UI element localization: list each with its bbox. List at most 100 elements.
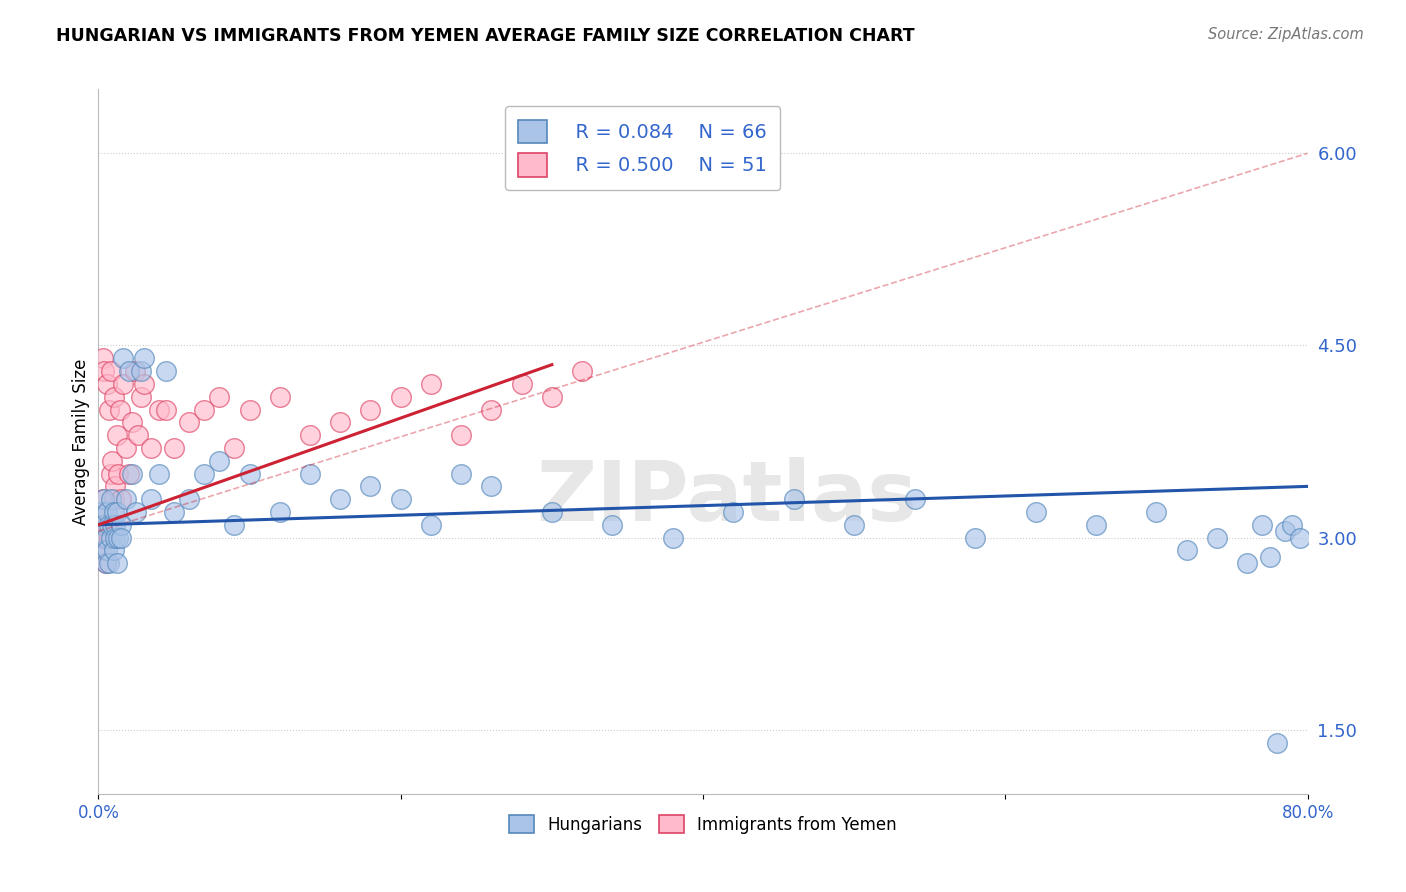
Point — [118, 364, 141, 378]
Point — [91, 517, 114, 532]
Point — [269, 390, 291, 404]
Point — [111, 351, 134, 366]
Point — [1258, 549, 1281, 564]
Point — [114, 492, 136, 507]
Point — [114, 441, 136, 455]
Point — [510, 376, 533, 391]
Point — [1289, 531, 1312, 545]
Point — [239, 402, 262, 417]
Point — [155, 402, 177, 417]
Point — [98, 402, 121, 417]
Point — [93, 543, 115, 558]
Point — [98, 517, 121, 532]
Point — [107, 467, 129, 481]
Point — [105, 556, 128, 570]
Point — [105, 428, 128, 442]
Point — [904, 492, 927, 507]
Point — [299, 428, 322, 442]
Point — [104, 517, 127, 532]
Point — [1281, 517, 1303, 532]
Point — [100, 467, 122, 481]
Point — [129, 390, 152, 404]
Point — [155, 364, 177, 378]
Point — [110, 531, 132, 545]
Point — [1274, 524, 1296, 539]
Point — [94, 531, 117, 545]
Point — [94, 556, 117, 570]
Point — [91, 492, 114, 507]
Point — [1085, 517, 1108, 532]
Point — [96, 543, 118, 558]
Legend: Hungarians, Immigrants from Yemen: Hungarians, Immigrants from Yemen — [501, 806, 905, 842]
Point — [103, 543, 125, 558]
Point — [100, 364, 122, 378]
Point — [125, 505, 148, 519]
Point — [224, 517, 246, 532]
Y-axis label: Average Family Size: Average Family Size — [72, 359, 90, 524]
Point — [110, 492, 132, 507]
Point — [94, 556, 117, 570]
Point — [783, 492, 806, 507]
Point — [132, 351, 155, 366]
Point — [127, 428, 149, 442]
Point — [107, 531, 129, 545]
Point — [1144, 505, 1167, 519]
Point — [105, 505, 128, 519]
Point — [299, 467, 322, 481]
Point — [100, 492, 122, 507]
Point — [121, 467, 143, 481]
Point — [96, 517, 118, 532]
Point — [571, 364, 593, 378]
Point — [179, 492, 201, 507]
Point — [110, 517, 132, 532]
Point — [93, 364, 115, 378]
Point — [91, 351, 114, 366]
Point — [1175, 543, 1198, 558]
Point — [602, 517, 624, 532]
Point — [141, 492, 163, 507]
Point — [101, 517, 124, 532]
Point — [103, 505, 125, 519]
Point — [389, 492, 412, 507]
Point — [101, 454, 124, 468]
Point — [239, 467, 262, 481]
Text: HUNGARIAN VS IMMIGRANTS FROM YEMEN AVERAGE FAMILY SIZE CORRELATION CHART: HUNGARIAN VS IMMIGRANTS FROM YEMEN AVERA… — [56, 27, 915, 45]
Point — [94, 505, 117, 519]
Point — [98, 556, 121, 570]
Point — [844, 517, 866, 532]
Point — [965, 531, 987, 545]
Point — [360, 479, 382, 493]
Point — [329, 415, 352, 429]
Point — [193, 467, 215, 481]
Point — [420, 376, 443, 391]
Point — [98, 531, 121, 545]
Point — [450, 467, 472, 481]
Point — [481, 479, 503, 493]
Point — [93, 492, 115, 507]
Point — [269, 505, 291, 519]
Point — [1251, 517, 1274, 532]
Point — [163, 441, 186, 455]
Point — [93, 531, 115, 545]
Text: ZIPatlas: ZIPatlas — [537, 458, 918, 539]
Point — [129, 364, 152, 378]
Point — [1206, 531, 1229, 545]
Point — [103, 492, 125, 507]
Point — [90, 505, 112, 519]
Point — [148, 467, 170, 481]
Point — [124, 364, 146, 378]
Point — [723, 505, 745, 519]
Point — [118, 467, 141, 481]
Point — [389, 390, 412, 404]
Point — [108, 402, 131, 417]
Point — [450, 428, 472, 442]
Point — [208, 390, 231, 404]
Text: Source: ZipAtlas.com: Source: ZipAtlas.com — [1208, 27, 1364, 42]
Point — [420, 517, 443, 532]
Point — [96, 505, 118, 519]
Point — [179, 415, 201, 429]
Point — [132, 376, 155, 391]
Point — [141, 441, 163, 455]
Point — [90, 517, 112, 532]
Point — [208, 454, 231, 468]
